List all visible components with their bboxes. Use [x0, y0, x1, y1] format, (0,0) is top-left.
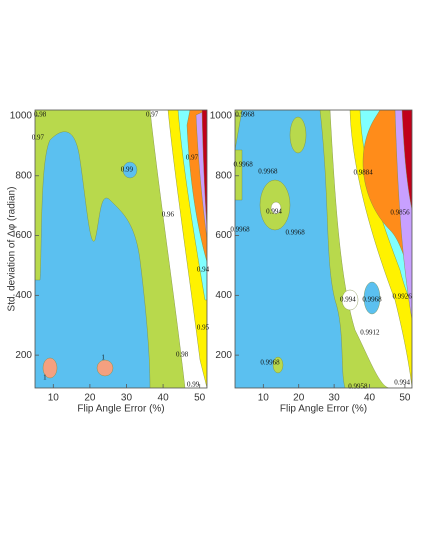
- contour-label: 0.9958: [348, 383, 368, 391]
- contour-label: 0.94: [197, 266, 210, 274]
- y-tick-label: 1000: [210, 111, 233, 122]
- x-tick-label: 20: [84, 393, 96, 404]
- contour-label: 0.994: [266, 208, 282, 216]
- contour-label: 0.97: [186, 154, 199, 162]
- x-tick-label: 50: [399, 393, 411, 404]
- contour-regions-right: [235, 110, 412, 388]
- x-axis-label: Flip Angle Error (%): [280, 404, 367, 415]
- y-tick-label: 800: [215, 170, 232, 181]
- x-tick-label: 10: [258, 393, 270, 404]
- contour-label: 0.95: [197, 324, 210, 332]
- plot-frame: [234, 109, 413, 389]
- y-tick-label: 1000: [10, 111, 33, 122]
- contour-label: 1: [43, 374, 47, 382]
- x-tick-label: 30: [329, 393, 341, 404]
- contour-label: 0.9926: [392, 292, 412, 300]
- contour-label: 0.99: [187, 381, 200, 389]
- contour-label: 0.98: [176, 351, 189, 359]
- contour-label: 0.97: [32, 134, 45, 142]
- contour-label: 0.9968: [286, 228, 306, 236]
- y-tick-label: 400: [215, 290, 232, 301]
- contour-regions-left: [35, 110, 207, 388]
- x-tick-label: 50: [194, 393, 206, 404]
- y-tick-label: 400: [15, 290, 32, 301]
- y-tick-label: 600: [15, 230, 32, 241]
- y-axis-label: Std. deviation of Δφ (radian): [7, 187, 18, 312]
- contour-label: 0.9856: [390, 209, 410, 217]
- x-axis-label: Flip Angle Error (%): [77, 404, 164, 415]
- y-tick-label: 600: [215, 230, 232, 241]
- x-tick-label: 40: [364, 393, 376, 404]
- contour-label: 0.98: [34, 111, 47, 119]
- contour-label: 0.97: [146, 111, 159, 119]
- contour-label: 1: [101, 354, 105, 362]
- contour-label: 0.994: [394, 379, 410, 387]
- x-tick-label: 30: [121, 393, 133, 404]
- contour-label: 0.9968: [260, 358, 280, 366]
- plot-frame: [34, 109, 208, 389]
- contour-label: 0.9912: [360, 329, 380, 337]
- x-tick-label: 40: [158, 393, 170, 404]
- y-tick-label: 200: [215, 350, 232, 361]
- contour-label: 0.99: [121, 166, 134, 174]
- contour-label: 0.9968: [258, 167, 278, 175]
- contour-label: 0.96: [162, 211, 175, 219]
- contour-label: 0.9968: [362, 296, 382, 304]
- x-tick-label: 20: [293, 393, 305, 404]
- y-tick-label: 200: [15, 350, 32, 361]
- contour-label: 0.9968: [234, 161, 254, 169]
- contour-label: 0.9968: [230, 225, 250, 233]
- x-tick-label: 10: [48, 393, 60, 404]
- contour-label: 0.9884: [354, 169, 374, 177]
- contour-label: 0.9968: [235, 111, 255, 119]
- contour-label: 0.994: [340, 296, 356, 304]
- y-tick-label: 800: [15, 170, 32, 181]
